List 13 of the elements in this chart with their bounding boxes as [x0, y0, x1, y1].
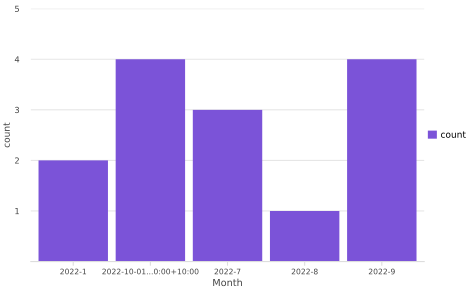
y-tick-label: 5 [15, 6, 19, 12]
legend-label: count [440, 131, 466, 138]
bar [270, 210, 340, 262]
bar [347, 59, 417, 262]
y-tick-label: 2 [15, 157, 19, 164]
y-tick-label: 4 [14, 56, 20, 62]
bar [116, 59, 186, 262]
y-tick-label: 1 [15, 208, 19, 214]
bar [192, 110, 262, 262]
y-axis-title: count [3, 122, 10, 148]
y-tick-label: 3 [15, 106, 20, 114]
x-axis-title: Month [213, 278, 242, 286]
bar [38, 160, 108, 262]
